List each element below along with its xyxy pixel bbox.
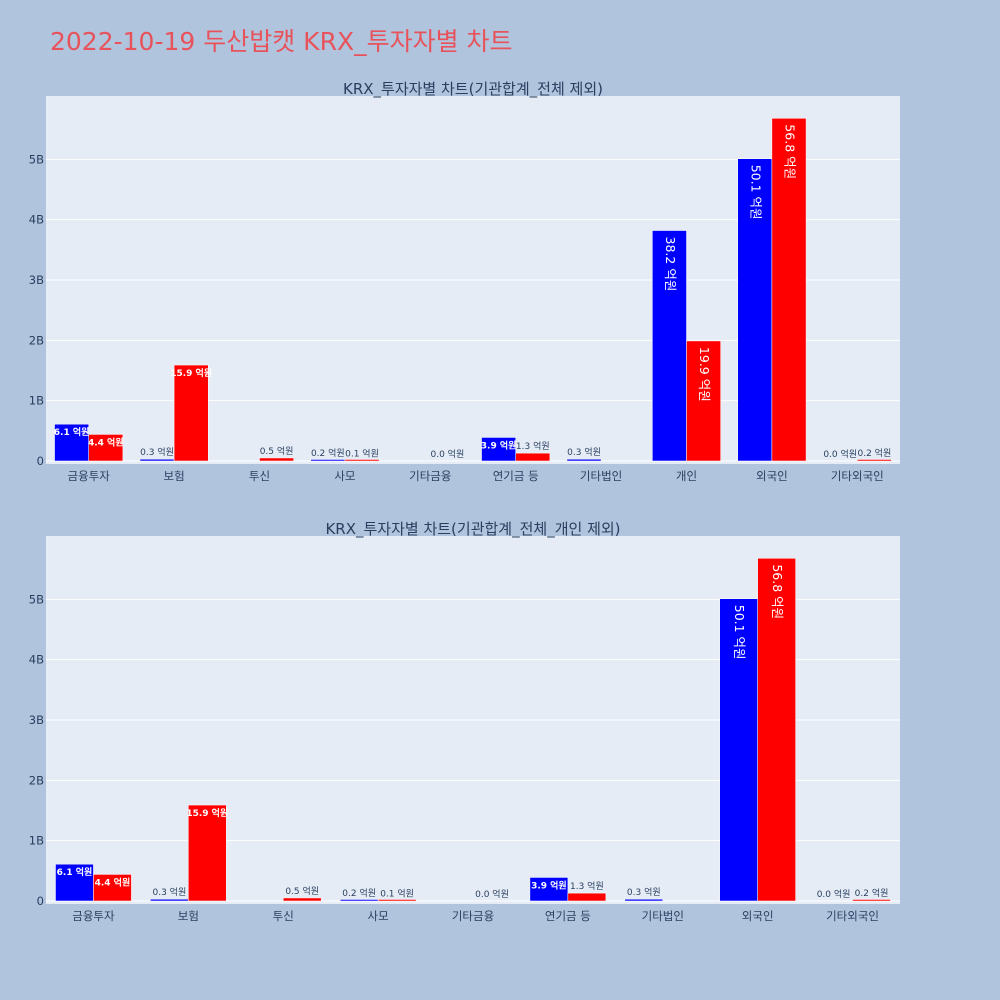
data-label: 0.2 억원 xyxy=(855,887,889,899)
bar xyxy=(566,458,602,462)
y-tick-label: 3B xyxy=(29,713,44,727)
bar xyxy=(771,118,807,462)
data-label: 38.2 억원 xyxy=(663,237,678,292)
x-tick-label: 기타금융 xyxy=(409,469,451,483)
x-tick-label: 사모 xyxy=(368,909,389,923)
x-tick-label: 연기금 등 xyxy=(545,909,591,923)
chart-subtitle: KRX_투자자별 차트(기관합계_전체 제외) xyxy=(343,80,603,99)
bar xyxy=(282,897,322,902)
bar xyxy=(339,899,379,902)
x-tick-label: 기타법인 xyxy=(642,909,684,923)
y-tick-label: 4B xyxy=(29,213,44,227)
bar xyxy=(259,457,294,462)
data-label: 0.3 억원 xyxy=(567,446,601,458)
bar xyxy=(481,437,516,462)
data-label: 6.1 억원 xyxy=(57,866,93,878)
x-tick-label: 보험 xyxy=(178,909,199,923)
bar xyxy=(344,459,380,462)
x-tick-label: 사모 xyxy=(334,469,355,483)
chart-top: KRX_투자자별 차트(기관합계_전체 제외) 0 1B 2B 3B 4B 5B 금융투자 6.… xyxy=(29,80,900,483)
bar xyxy=(719,598,758,902)
data-label: 1.3 억원 xyxy=(516,440,550,452)
x-tick-label: 투신 xyxy=(273,909,294,923)
data-label: 0.1 억원 xyxy=(345,447,379,459)
data-label: 0.0 억원 xyxy=(475,888,509,900)
data-label: 0.2 억원 xyxy=(342,887,376,899)
bar xyxy=(852,899,891,902)
data-label: 0.5 억원 xyxy=(260,445,294,457)
y-tick-label: 0 xyxy=(37,454,44,468)
x-tick-label: 금융투자 xyxy=(72,909,115,923)
data-label: 56.8 억원 xyxy=(770,564,785,619)
x-tick-label: 외국인 xyxy=(756,469,788,483)
data-label: 50.1 억원 xyxy=(732,605,747,660)
x-tick-label: 외국인 xyxy=(742,909,774,923)
data-label: 6.1 억원 xyxy=(54,426,90,438)
bar xyxy=(188,804,227,902)
data-label: 0.2 억원 xyxy=(858,447,892,459)
x-tick-label: 기타외국인 xyxy=(826,909,879,923)
x-tick-label: 기타법인 xyxy=(580,469,622,483)
y-tick-label: 1B xyxy=(29,834,44,848)
x-tick-label: 금융투자 xyxy=(68,469,111,483)
bar xyxy=(139,458,175,462)
bar xyxy=(567,892,607,902)
data-label: 15.9 억원 xyxy=(186,807,228,819)
bar xyxy=(857,459,892,462)
y-tick-label: 2B xyxy=(29,333,44,347)
y-tick-label: 1B xyxy=(29,394,44,408)
y-tick-label: 5B xyxy=(29,592,44,606)
x-tick-label: 기타금융 xyxy=(452,909,494,923)
y-tick-label: 5B xyxy=(29,152,44,166)
chart-subtitle: KRX_투자자별 차트(기관합계_전체_개인 제외) xyxy=(325,520,620,539)
page-title: 2022-10-19 두산밥캣 KRX_투자자별 차트 xyxy=(50,27,513,56)
data-label: 56.8 억원 xyxy=(782,124,797,179)
bar xyxy=(652,230,687,462)
data-label: 0.3 억원 xyxy=(627,886,661,898)
x-tick-label: 보험 xyxy=(164,469,185,483)
data-label: 0.0 억원 xyxy=(823,448,857,460)
data-label: 19.9 억원 xyxy=(697,347,712,402)
y-tick-label: 3B xyxy=(29,273,44,287)
bar xyxy=(173,364,209,462)
x-tick-label: 기타외국인 xyxy=(831,469,884,483)
x-tick-label: 연기금 등 xyxy=(493,469,539,483)
bar xyxy=(529,877,569,902)
x-tick-label: 투신 xyxy=(249,469,270,483)
bar xyxy=(624,898,664,902)
data-label: 4.4 억원 xyxy=(95,876,131,888)
data-label: 0.5 억원 xyxy=(285,885,319,897)
data-label: 0.2 억원 xyxy=(311,447,345,459)
bar xyxy=(757,558,796,902)
bar xyxy=(737,158,773,462)
y-tick-label: 0 xyxy=(37,894,44,908)
data-label: 50.1 억원 xyxy=(748,165,763,220)
bar xyxy=(150,898,189,902)
bar xyxy=(377,899,417,902)
data-label: 4.4 억원 xyxy=(88,436,124,448)
data-label: 0.1 억원 xyxy=(380,887,414,899)
data-label: 0.3 억원 xyxy=(152,886,186,898)
y-tick-label: 4B xyxy=(29,653,44,667)
data-label: 3.9 억원 xyxy=(481,439,517,451)
chart-bottom: KRX_투자자별 차트(기관합계_전체_개인 제외) 0 1B 2B 3B 4B 5B 금융투… xyxy=(29,520,900,923)
data-label: 1.3 억원 xyxy=(570,880,604,892)
bar xyxy=(93,874,132,902)
bar xyxy=(515,452,551,462)
data-label: 0.0 억원 xyxy=(431,448,465,460)
bar xyxy=(686,340,721,462)
data-label: 3.9 억원 xyxy=(531,879,567,891)
data-label: 0.0 억원 xyxy=(817,888,851,900)
bar xyxy=(310,459,346,462)
x-tick-label: 개인 xyxy=(676,469,697,483)
data-label: 0.3 억원 xyxy=(140,446,174,458)
bar xyxy=(88,434,124,462)
y-tick-label: 2B xyxy=(29,773,44,787)
data-label: 15.9 억원 xyxy=(170,367,212,379)
